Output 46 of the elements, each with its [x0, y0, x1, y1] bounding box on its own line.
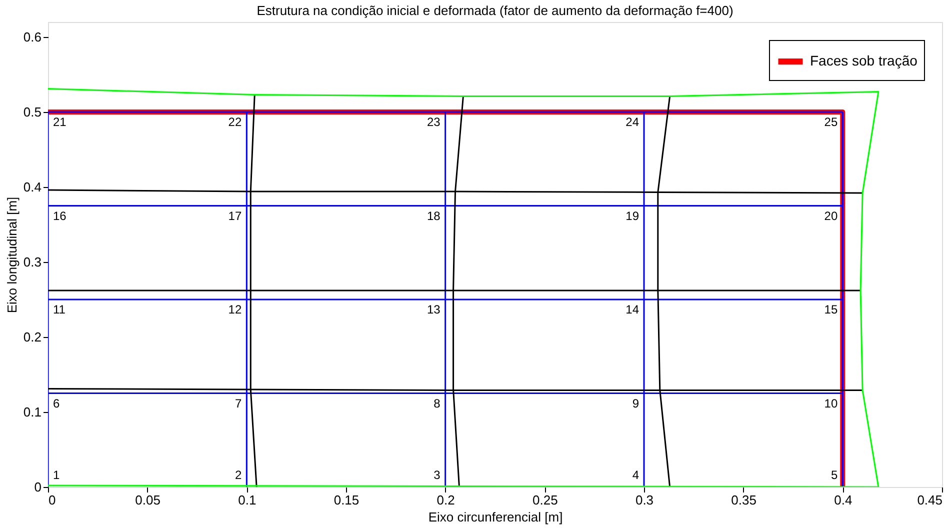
annotation: 24	[626, 115, 640, 129]
annotation: 14	[626, 302, 640, 316]
x-tick-label: 0.25	[532, 492, 558, 508]
annotation: 1	[53, 468, 60, 482]
annotation: 12	[228, 302, 242, 316]
annotation: 18	[426, 208, 441, 223]
annotation: 23	[426, 115, 441, 129]
y-tick-label: 0.3	[23, 254, 42, 270]
annotation: 9	[632, 396, 640, 410]
x-axis-title: Eixo circunferencial [m]	[428, 510, 563, 524]
x-tick-label: 0.15	[334, 492, 360, 508]
y-tick-label: 0	[34, 480, 42, 494]
annotation: 10	[824, 396, 838, 410]
y-tick-label: 0.4	[23, 180, 42, 194]
x-tick-label: 0.2	[436, 492, 455, 508]
y-tick-label: 0.1	[23, 404, 42, 420]
annotation: 21	[53, 115, 67, 129]
annotation: 19	[626, 208, 640, 223]
x-tick-label: 0.35	[731, 492, 756, 508]
annotation: 22	[228, 115, 242, 129]
annotation: 25	[824, 115, 838, 129]
x-tick-label: 0.45	[917, 492, 942, 508]
annotation: 6	[53, 396, 60, 410]
annotation: 5	[830, 468, 838, 482]
annotation: 2	[234, 468, 242, 482]
x-tick-label: 0.4	[834, 492, 852, 508]
legend-label: Faces sob tração	[810, 52, 918, 68]
annotation: 15	[824, 302, 838, 316]
x-tick-label: 0.3	[635, 492, 654, 508]
annotation: 11	[53, 302, 66, 316]
annotation: 20	[824, 208, 838, 223]
annotation: 8	[434, 396, 441, 410]
annotation: 3	[434, 468, 441, 482]
annotation: 4	[632, 468, 640, 482]
y-axis-title: Eixo longitudinal [m]	[4, 196, 20, 314]
annotation: 16	[53, 208, 67, 223]
annotation: 17	[228, 208, 242, 223]
x-tick-label: 0.05	[135, 492, 160, 508]
y-tick-label: 0.6	[23, 30, 42, 44]
chart-title: Estrutura na condição inicial e deformada (fator de aumento da deformação f=400)	[256, 3, 734, 18]
annotation: 13	[426, 302, 441, 316]
x-tick-label: 0.1	[238, 492, 256, 508]
y-tick-label: 0.2	[23, 330, 42, 344]
y-tick-label: 0.5	[23, 104, 42, 120]
annotation: 7	[234, 396, 242, 410]
x-tick-label: 0	[48, 492, 56, 508]
